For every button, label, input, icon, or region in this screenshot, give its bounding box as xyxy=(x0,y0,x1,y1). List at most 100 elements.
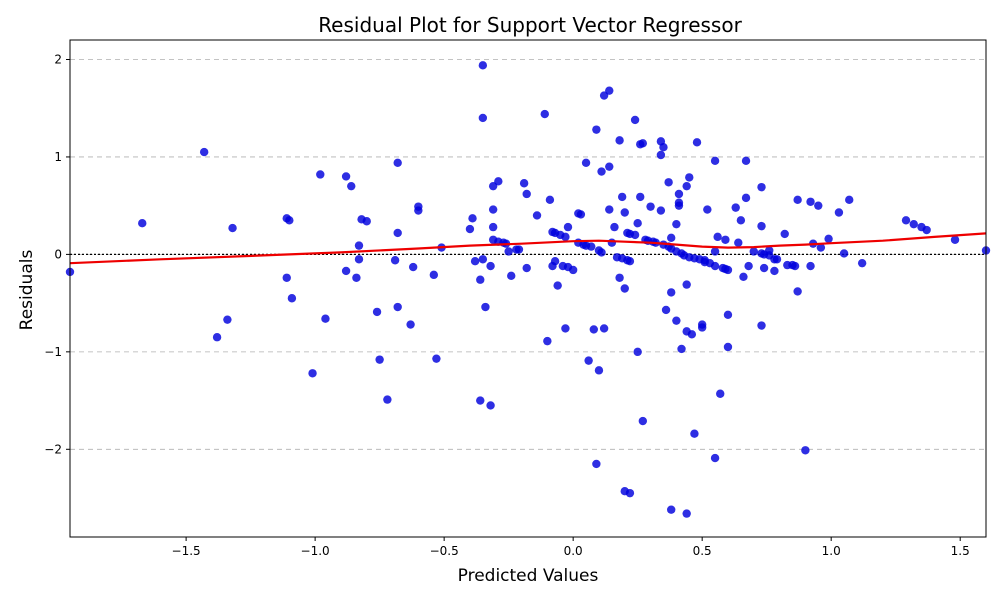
y-tick-label: 0 xyxy=(54,247,62,261)
residual-point xyxy=(667,233,676,243)
residual-point xyxy=(674,189,684,199)
plot-frame xyxy=(69,39,987,538)
residual-point xyxy=(341,172,351,181)
x-tick-label: −0.5 xyxy=(430,544,459,558)
residual-point xyxy=(901,216,911,225)
residual-point xyxy=(584,356,593,365)
residual-point xyxy=(362,217,371,226)
residual-point xyxy=(599,324,609,333)
residual-point xyxy=(697,320,707,329)
residual-point xyxy=(731,203,740,212)
data-points xyxy=(65,61,991,518)
residual-point xyxy=(620,284,629,293)
residual-point xyxy=(228,223,237,233)
residual-point xyxy=(519,179,529,188)
residual-point xyxy=(757,321,766,330)
residual-point xyxy=(375,355,384,364)
residual-point xyxy=(514,245,524,254)
residual-point xyxy=(465,224,475,234)
residual-point xyxy=(321,314,330,323)
residual-point xyxy=(721,235,730,244)
residual-point xyxy=(532,211,542,220)
residual-point xyxy=(667,288,676,297)
residual-point xyxy=(610,222,619,232)
residual-point xyxy=(950,235,960,244)
residual-point xyxy=(282,273,291,282)
x-tick-label: 1.5 xyxy=(951,544,970,558)
residual-point xyxy=(468,214,477,223)
residual-point xyxy=(757,221,766,231)
residual-point xyxy=(561,232,570,242)
residual-point xyxy=(710,453,720,463)
residual-point xyxy=(476,396,485,405)
residual-point xyxy=(633,347,642,357)
residual-point xyxy=(285,216,294,225)
residual-point xyxy=(287,294,297,303)
residual-point xyxy=(723,265,733,275)
residual-point xyxy=(429,270,439,280)
residual-point xyxy=(316,170,325,179)
residual-point xyxy=(393,228,402,238)
residual-point xyxy=(667,505,676,514)
residual-point xyxy=(806,261,815,271)
residual-point xyxy=(212,333,222,342)
residual-point xyxy=(710,261,720,271)
residual-point xyxy=(352,273,361,282)
residual-point xyxy=(780,229,789,239)
residual-point xyxy=(690,429,699,438)
chart-title: Residual Plot for Support Vector Regress… xyxy=(318,13,742,37)
residual-point xyxy=(757,182,766,192)
residual-point xyxy=(478,255,488,264)
residual-point xyxy=(540,109,549,119)
residual-point xyxy=(656,150,666,160)
residual-point xyxy=(744,261,753,271)
residual-point xyxy=(909,219,918,229)
residual-point xyxy=(620,208,629,217)
residual-point xyxy=(568,265,578,275)
residual-point xyxy=(581,158,591,167)
residual-point xyxy=(504,247,513,256)
y-tick-label: 1 xyxy=(54,150,62,164)
residual-point xyxy=(393,158,402,167)
residual-point xyxy=(723,310,733,320)
residual-point xyxy=(597,167,606,176)
residual-point xyxy=(739,272,748,282)
y-axis-label: Residuals xyxy=(17,250,37,331)
y-tick-label: −1 xyxy=(44,345,62,359)
residual-point xyxy=(605,205,614,214)
x-axis-label: Predicted Values xyxy=(458,566,599,586)
residual-point xyxy=(659,142,668,152)
residual-point xyxy=(674,198,684,207)
residual-point xyxy=(772,255,782,264)
residual-point xyxy=(857,258,867,268)
residual-point xyxy=(488,222,498,232)
residual-point xyxy=(223,315,232,324)
residual-point xyxy=(607,238,617,247)
residual-point xyxy=(625,488,635,498)
residual-point xyxy=(677,344,686,354)
residual-point xyxy=(749,247,758,256)
x-tick-label: −1.5 xyxy=(172,544,201,558)
y-tick-label: 2 xyxy=(54,52,62,66)
residual-point xyxy=(393,302,402,312)
residual-point xyxy=(710,247,720,256)
residual-point xyxy=(790,261,800,271)
residual-point xyxy=(741,193,751,203)
residual-point xyxy=(138,219,147,228)
residual-point xyxy=(408,262,418,272)
residual-point xyxy=(664,178,673,187)
residual-point xyxy=(522,263,531,273)
residual-point xyxy=(308,369,317,378)
residual-point xyxy=(672,219,681,229)
residual-point xyxy=(341,266,351,276)
residual-point xyxy=(478,113,488,123)
residual-point xyxy=(682,509,691,518)
y-tick-label: −2 xyxy=(44,442,62,456)
residual-point xyxy=(741,156,751,166)
residual-point xyxy=(834,208,844,217)
residual-point xyxy=(922,225,931,235)
residual-point xyxy=(816,243,826,252)
residual-point xyxy=(656,206,666,215)
